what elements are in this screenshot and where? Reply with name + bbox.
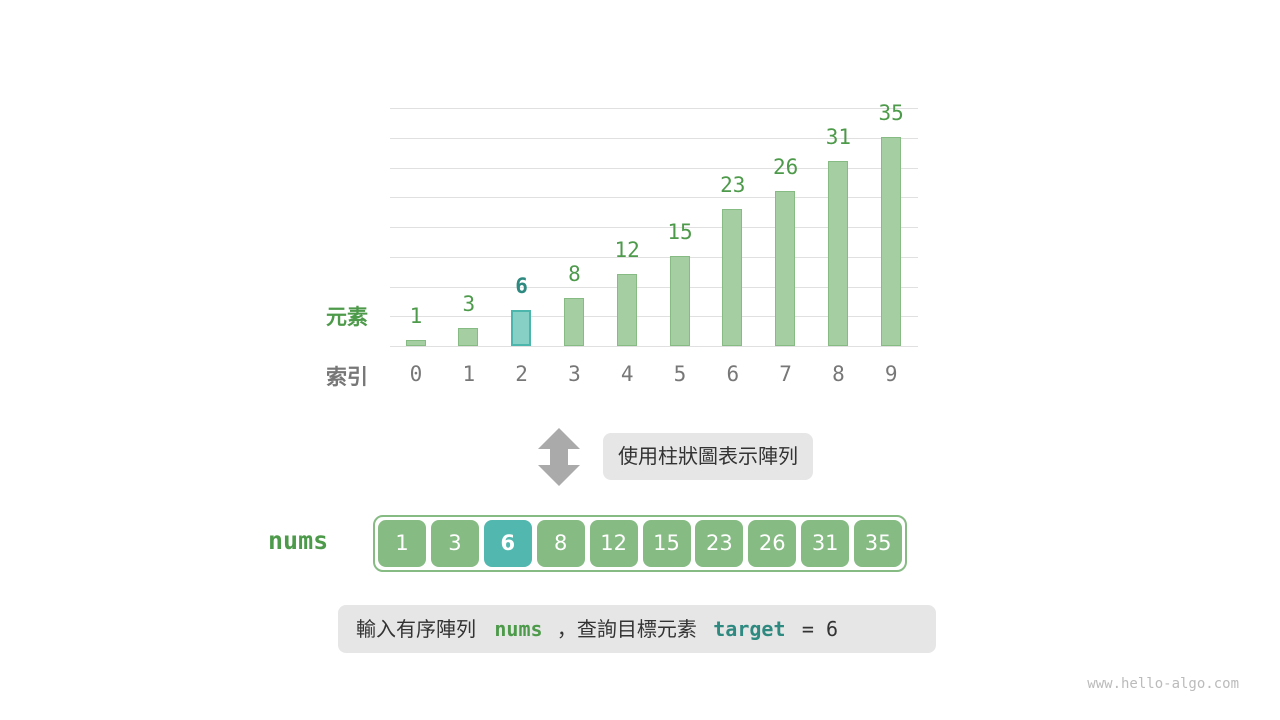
bar-value-label: 23	[720, 172, 746, 197]
bar	[616, 274, 637, 346]
caption: 使用柱狀圖表示陣列	[603, 433, 813, 480]
array-cell: 8	[536, 520, 585, 567]
array-name: nums	[268, 526, 329, 555]
bar	[722, 208, 743, 346]
description-suffix: = 6	[801, 617, 838, 641]
bar-value-label: 15	[667, 220, 693, 245]
bar-value-label: 35	[878, 101, 904, 126]
array-cell: 1	[378, 520, 426, 567]
array-cell: 35	[854, 520, 903, 567]
index-label: 3	[568, 362, 581, 386]
bar	[511, 310, 532, 346]
bar	[563, 298, 584, 346]
gridline	[390, 286, 918, 288]
gridline	[390, 227, 918, 228]
bar	[827, 160, 848, 346]
description-middle: ，查詢目標元素	[556, 617, 697, 641]
array-cell: 6	[483, 520, 532, 567]
index-label: 6	[726, 362, 740, 386]
array-container	[373, 515, 907, 572]
gridline	[390, 256, 918, 258]
array-cell: 12	[589, 520, 638, 567]
array-cell: 26	[748, 520, 797, 567]
bar	[405, 340, 426, 346]
bar-value-label: 26	[772, 154, 799, 179]
description-target: target	[713, 617, 786, 641]
gridline	[390, 108, 918, 109]
bar-value-label: 1	[409, 304, 423, 328]
bar-value-label: 31	[825, 124, 852, 149]
bar	[669, 256, 690, 346]
description: 輸入有序陣列 nums ，查詢目標元素 target = 6	[338, 605, 936, 653]
gridline	[390, 167, 918, 169]
index-label: 2	[515, 362, 528, 386]
gridline	[390, 137, 918, 139]
gridline	[390, 197, 918, 199]
bar	[458, 328, 479, 346]
index-label: 1	[462, 362, 476, 386]
bar	[775, 190, 796, 346]
array-cell: 15	[642, 520, 691, 567]
bar-value-label: 12	[614, 238, 640, 263]
array-cell: 23	[695, 520, 744, 567]
index-label: 7	[779, 362, 792, 386]
bar	[880, 137, 901, 346]
index-axis-label: 索引	[326, 365, 368, 389]
index-label: 4	[620, 362, 634, 386]
watermark: www.hello-algo.com	[1087, 676, 1239, 692]
bar-value-label: 8	[568, 262, 581, 287]
index-label: 8	[832, 362, 845, 386]
bar-value-label: 6	[515, 274, 528, 299]
index-label: 5	[673, 362, 687, 386]
index-label: 0	[409, 362, 423, 386]
gridline	[390, 346, 918, 347]
description-nums: nums	[494, 617, 543, 641]
description-prefix: 輸入有序陣列	[356, 617, 476, 641]
value-axis-label: 元素	[326, 305, 368, 329]
array-cell: 31	[801, 520, 850, 567]
double-arrow-vertical-icon	[538, 428, 580, 486]
bar-value-label: 3	[462, 292, 476, 317]
gridline	[390, 316, 918, 318]
array-cell: 3	[430, 520, 479, 567]
index-label: 9	[884, 362, 898, 386]
